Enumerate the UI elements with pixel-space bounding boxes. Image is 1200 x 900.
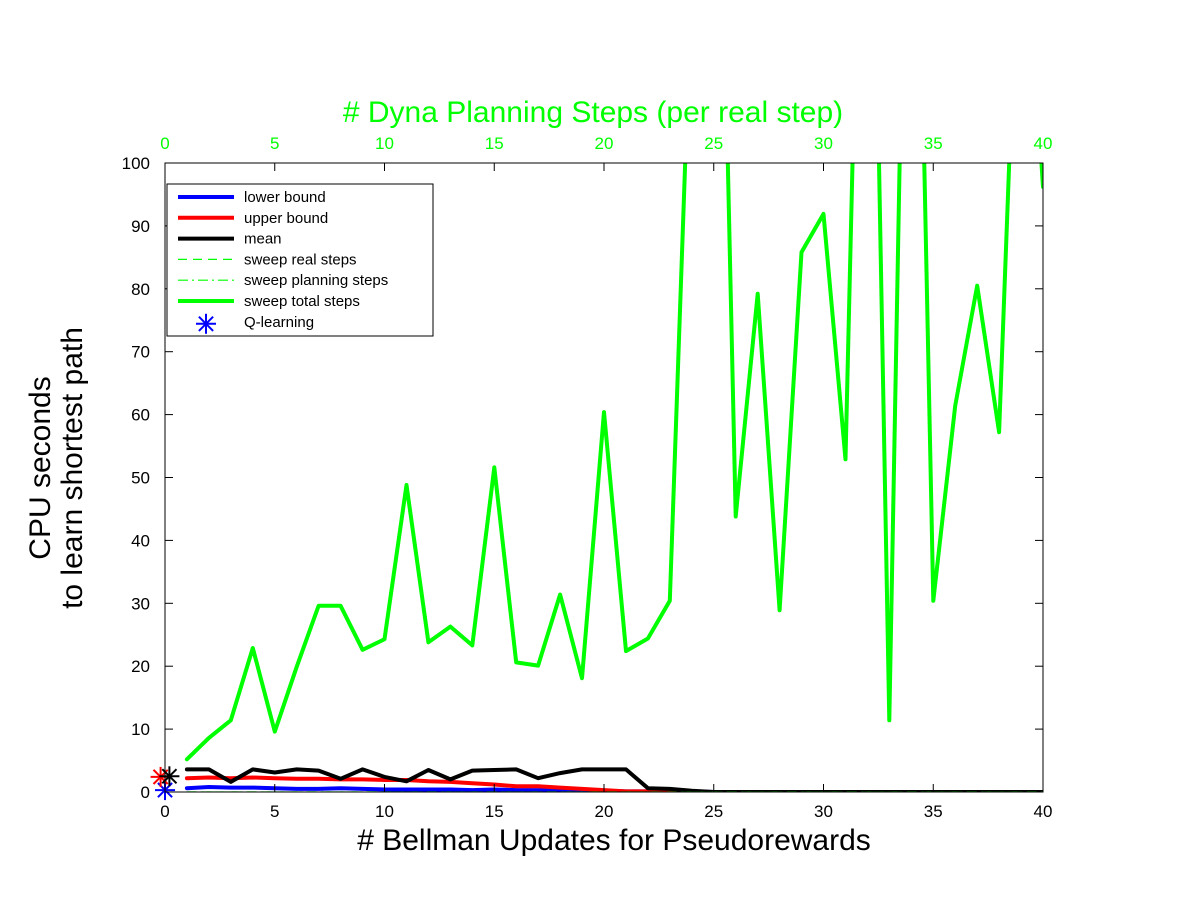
y-tick-label: 70 <box>131 343 150 362</box>
y-tick-label: 10 <box>131 720 150 739</box>
series-line-mean <box>184 767 1043 792</box>
legend-swatch-Q-learning-stroke-3 <box>198 315 214 332</box>
top-x-tick-label: 20 <box>595 134 614 153</box>
x-axis-label: # Bellman Updates for Pseudorewards <box>357 824 871 857</box>
x-tick-label: 20 <box>595 802 614 821</box>
top-x-tick-label: 0 <box>160 134 169 153</box>
x-tick-label: 5 <box>270 802 279 821</box>
x-tick-label: 10 <box>375 802 394 821</box>
legend-label-lower-bound: lower bound <box>244 189 326 206</box>
legend-label-sweep-total-steps: sweep total steps <box>244 293 360 310</box>
y-tick-label: 40 <box>131 531 150 550</box>
top-x-tick-label: 25 <box>704 134 723 153</box>
y-tick-label: 80 <box>131 280 150 299</box>
series-line-upper-bound <box>184 775 1043 792</box>
y-tick-label: 0 <box>141 783 150 802</box>
top-x-tick-label: 35 <box>924 134 943 153</box>
legend-swatch-Q-learning <box>196 313 216 334</box>
y-tick-label: 60 <box>131 406 150 425</box>
top-x-tick-label: 40 <box>1034 134 1053 153</box>
top-x-tick-label: 10 <box>375 134 394 153</box>
top-axis-label: # Dyna Planning Steps (per real step) <box>343 96 843 129</box>
y-tick-label: 100 <box>122 154 150 173</box>
y-tick-label: 90 <box>131 217 150 236</box>
axes-layer: 0 5 10 15 20 25 30 35 40 0 5 10 15 20 25 30 35 40 0 10 20 30 4… <box>24 96 1052 857</box>
x-tick-label: 40 <box>1034 802 1053 821</box>
y-tick-label: 30 <box>131 594 150 613</box>
legend-label-upper-bound: upper bound <box>244 210 328 227</box>
x-tick-label: 0 <box>160 802 169 821</box>
marker-point-2 <box>159 766 180 787</box>
y-tick-label: 50 <box>131 469 150 488</box>
legend-label-sweep-planning-steps: sweep planning steps <box>244 272 388 289</box>
series-line-sweep-total-steps <box>184 163 1043 762</box>
y-axis-label-line: CPU seconds <box>24 376 57 559</box>
legend-label-Q-learning: Q-learning <box>244 314 314 331</box>
y-axis-label-line: to learn shortest path <box>56 327 89 609</box>
x-tick-label: 15 <box>485 802 504 821</box>
legend-label-mean: mean <box>244 231 282 248</box>
top-x-tick-label: 5 <box>270 134 279 153</box>
x-tick-label: 30 <box>814 802 833 821</box>
legend: lower bound upper bound mean sweep real ste… <box>166 183 434 337</box>
legend-label-sweep-real-steps: sweep real steps <box>244 251 357 268</box>
top-x-tick-label: 15 <box>485 134 504 153</box>
top-x-tick-label: 30 <box>814 134 833 153</box>
x-tick-label: 35 <box>924 802 943 821</box>
series-layer <box>184 163 1043 792</box>
x-tick-label: 25 <box>704 802 723 821</box>
y-tick-label: 20 <box>131 657 150 676</box>
